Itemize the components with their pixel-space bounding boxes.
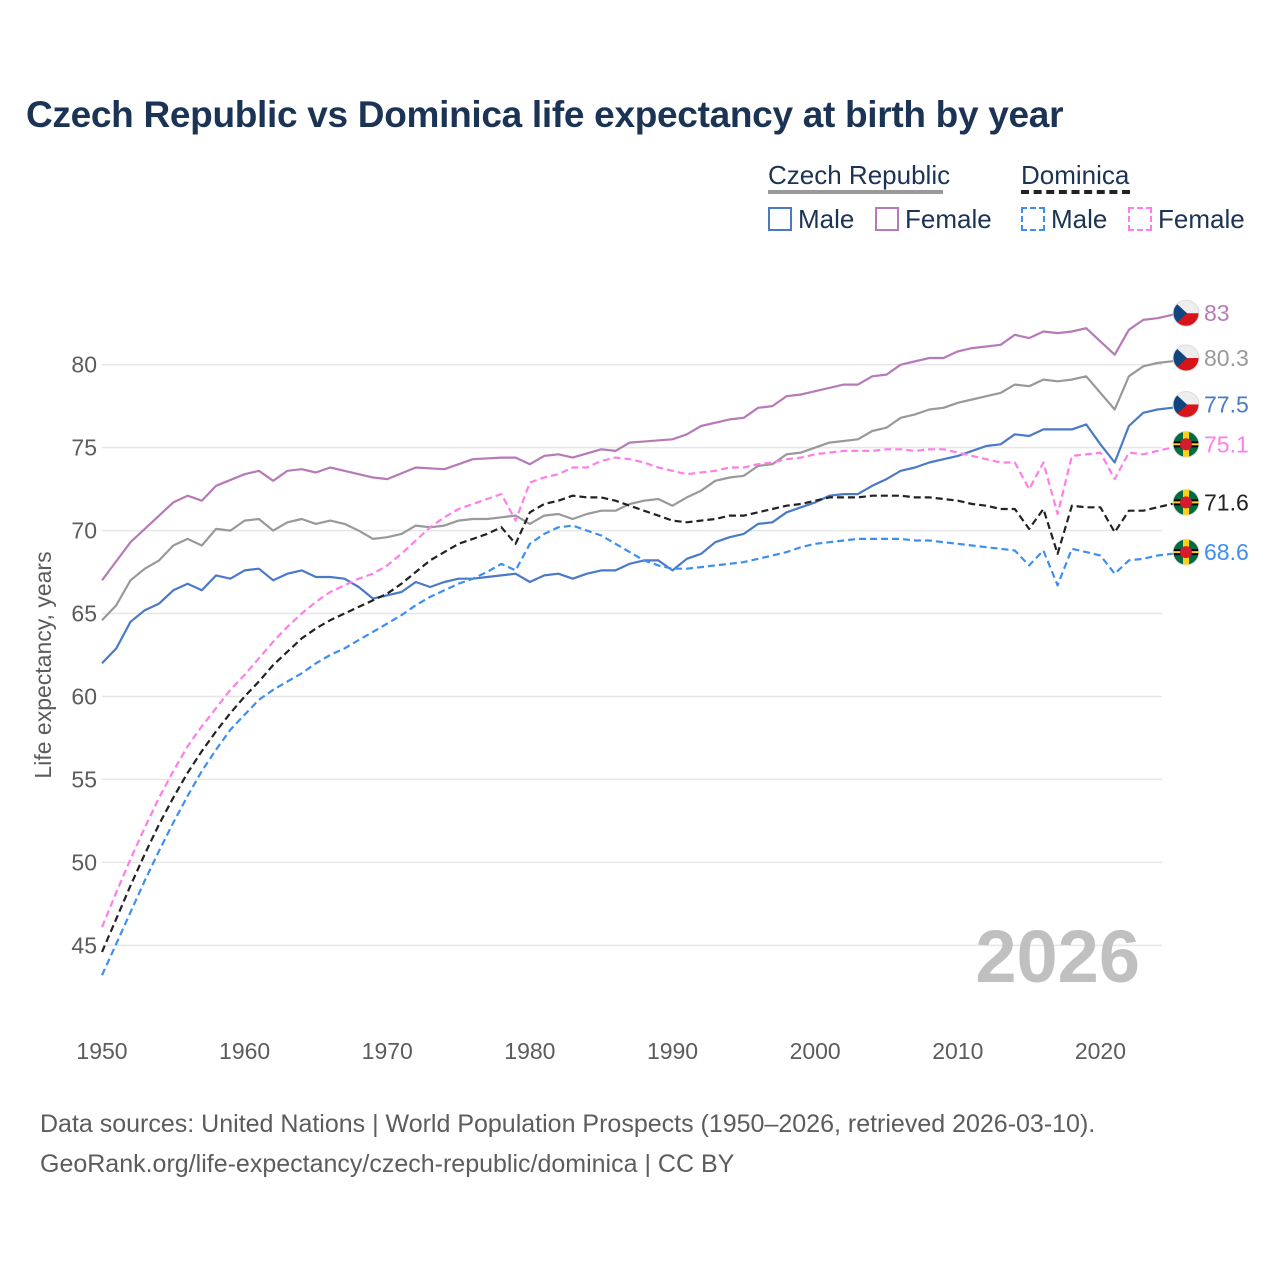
chart-title: Czech Republic vs Dominica life expectan… [26,94,1064,135]
legend-country-czech-republic: Czech Republic [768,160,951,190]
legend-czech-male[interactable]: Male [768,204,854,234]
czech-flag-icon [1173,345,1199,372]
end-marker-czech-republic-total: 80.3 [1172,344,1249,372]
czech-flag-icon [1173,391,1199,418]
end-label-dominica-female: 75.1 [1204,431,1249,457]
legend-dominica-female-label: Female [1158,203,1245,234]
x-tick-labels: 1950 1960 1970 1980 1990 2000 2010 2020 [76,1038,1126,1064]
y-gridlines [102,363,1162,947]
end-marker-dominica-female: 75.1 [1172,430,1249,458]
legend-dominica-male-label: Male [1051,203,1108,234]
legend-dominica-female-swatch [1128,207,1152,231]
legend-czech-female-label: Female [905,203,992,234]
dominica-flag-icon [1173,489,1199,516]
footer-source: Data sources: United Nations | World Pop… [40,1110,1096,1138]
series-line-czech-republic-total[interactable] [101,356,1187,621]
x-tick-1970: 1970 [362,1038,413,1064]
series-line-czech-republic-male[interactable] [101,403,1187,665]
series-line-czech-republic-female[interactable] [101,312,1187,581]
y-tick-45: 45 [71,932,97,958]
y-tick-65: 65 [71,601,97,627]
dominica-flag-icon [1173,539,1199,566]
series-end-markers: 83 80.3 77.5 75.1 71.6 68.6 [1172,299,1249,566]
footer-link[interactable]: GeoRank.org/life-expectancy/czech-republ… [40,1150,735,1178]
end-marker-dominica-total: 71.6 [1172,488,1249,516]
legend-czech-female[interactable]: Female [875,204,992,234]
x-tick-1980: 1980 [504,1038,555,1064]
dominica-flag-icon [1173,431,1199,458]
y-tick-75: 75 [71,435,97,461]
legend-dominica-line-sample [1021,190,1130,194]
series-line-dominica-male[interactable] [100,524,1187,976]
y-tick-60: 60 [71,683,97,709]
footer: Data sources: United Nations | World Pop… [40,1104,1095,1184]
end-marker-dominica-male: 68.6 [1172,538,1249,566]
end-label-czech-republic-male: 77.5 [1204,391,1249,417]
end-label-czech-republic-total: 80.3 [1204,345,1249,371]
x-tick-1950: 1950 [76,1038,127,1064]
end-label-dominica-male: 68.6 [1204,539,1249,565]
legend-dominica-female[interactable]: Female [1128,204,1245,234]
y-tick-70: 70 [71,518,97,544]
series-line-dominica-total[interactable] [100,494,1187,953]
end-label-czech-republic-female: 83 [1204,300,1230,326]
x-tick-1990: 1990 [647,1038,698,1064]
y-tick-labels: 45 50 55 60 65 70 75 80 [71,352,97,959]
x-tick-2000: 2000 [790,1038,841,1064]
legend-dominica-male[interactable]: Male [1021,204,1107,234]
y-tick-80: 80 [71,352,97,378]
czech-flag-icon [1173,300,1199,327]
legend-czech-female-swatch [875,207,899,231]
year-watermark: 2026 [975,915,1140,998]
legend-dominica-male-swatch [1021,207,1045,231]
legend-czech-line-sample [768,190,943,194]
y-axis-label: Life expectancy, years [30,551,56,778]
series-line-dominica-female[interactable] [100,443,1187,928]
series-lines [100,312,1187,976]
legend-country-dominica: Dominica [1021,160,1130,190]
end-label-dominica-total: 71.6 [1204,489,1249,515]
end-marker-czech-republic-female: 83 [1172,299,1230,327]
legend-czech-male-label: Male [798,203,855,234]
y-tick-55: 55 [71,766,97,792]
y-tick-50: 50 [71,849,97,875]
end-marker-czech-republic-male: 77.5 [1172,390,1249,418]
x-tick-2020: 2020 [1075,1038,1126,1064]
x-tick-2010: 2010 [932,1038,983,1064]
legend-czech-male-swatch [768,207,792,231]
x-tick-1960: 1960 [219,1038,270,1064]
